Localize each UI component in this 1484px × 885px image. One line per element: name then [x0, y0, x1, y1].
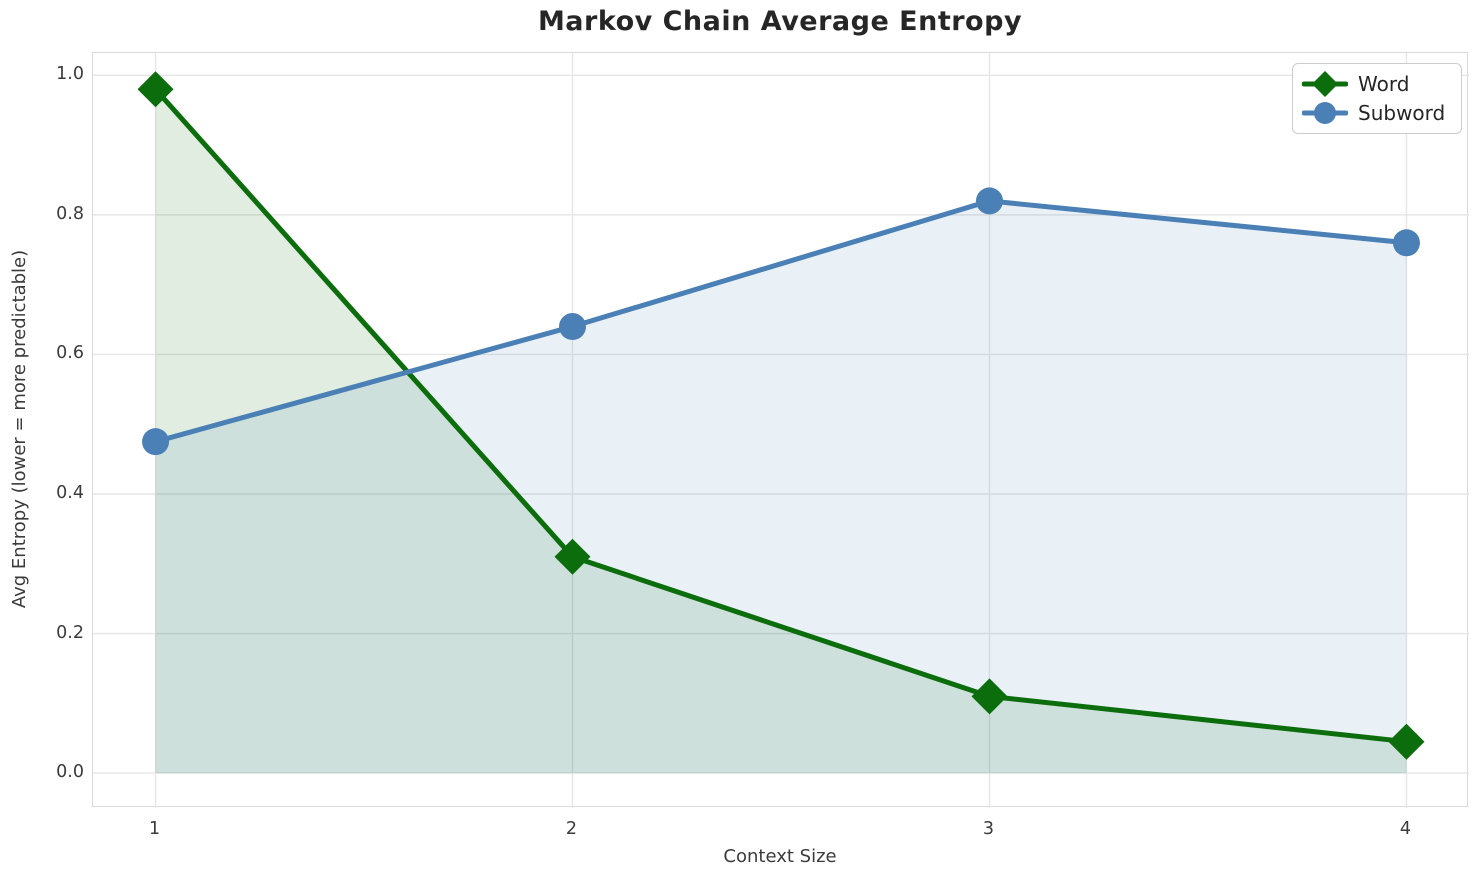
word-legend-marker-icon	[1302, 71, 1348, 97]
subword-legend-marker-icon	[1302, 102, 1348, 124]
x-axis-ticks: 1 2 3 4	[92, 818, 1468, 842]
legend-item-subword: Subword	[1302, 100, 1445, 126]
subword-line	[153, 198, 1409, 445]
word-marker	[971, 678, 1008, 715]
y-tick-label: 0.0	[56, 762, 84, 783]
y-tick-label: 0.8	[56, 203, 84, 224]
word-marker	[137, 71, 174, 108]
word-marker	[554, 538, 591, 575]
legend-item-word: Word	[1302, 71, 1445, 97]
subword-marker	[142, 428, 170, 456]
x-tick-label: 4	[1399, 819, 1412, 839]
y-tick-label: 0.4	[56, 482, 84, 503]
legend-label: Subword	[1358, 101, 1446, 125]
word-marker	[1388, 723, 1425, 760]
y-tick-label: 0.2	[56, 622, 84, 643]
chart-title: Markov Chain Average Entropy	[537, 6, 1023, 37]
legend-label: Word	[1358, 72, 1410, 96]
plot-area	[92, 52, 1469, 808]
legend: Word Subword	[1292, 63, 1463, 134]
subword-area-fill	[155, 200, 1407, 774]
subword-marker	[559, 313, 587, 341]
x-axis-label: Context Size	[723, 846, 837, 867]
word-area-fill	[155, 89, 1407, 774]
x-tick-label: 3	[982, 819, 995, 839]
x-tick-label: 1	[148, 819, 161, 839]
y-axis-ticks: 0.0 0.2 0.4 0.6 0.8 1.0	[0, 0, 84, 885]
subword-marker	[1392, 229, 1420, 257]
y-tick-label: 0.6	[56, 343, 84, 364]
subword-marker	[975, 187, 1003, 215]
y-tick-label: 1.0	[56, 64, 84, 85]
x-tick-label: 2	[565, 819, 578, 839]
word-line	[153, 86, 1409, 745]
plot-svg	[93, 53, 1469, 808]
y-axis-label-text: Avg Entropy (lower = more predictable)	[9, 249, 30, 609]
